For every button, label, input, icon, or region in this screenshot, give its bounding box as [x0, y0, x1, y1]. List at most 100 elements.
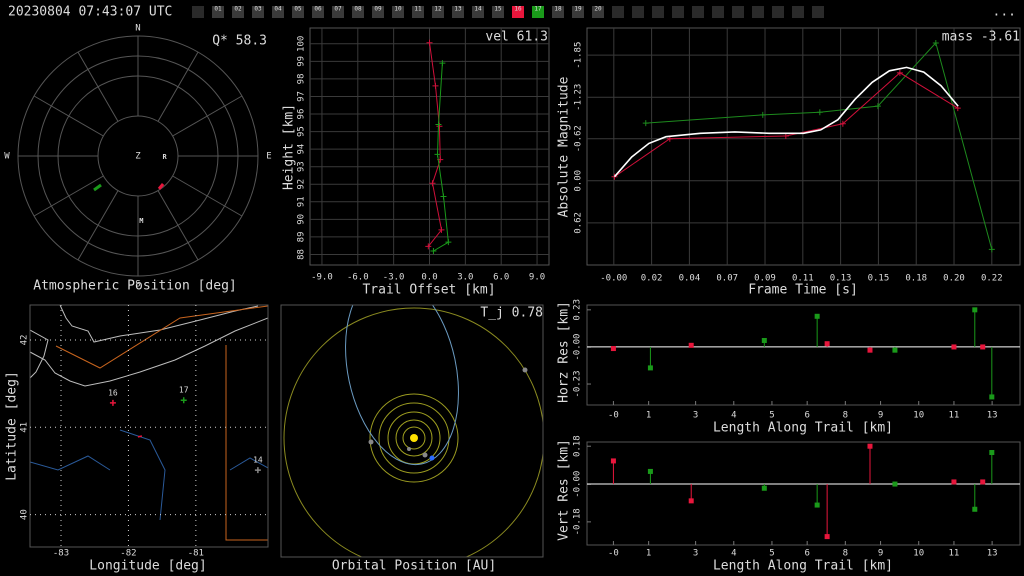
- x-tick-label: -81: [188, 549, 204, 559]
- station-box[interactable]: [452, 6, 464, 18]
- x-tick-label: 0.04: [679, 274, 701, 284]
- data-point: [434, 151, 441, 158]
- planet: [407, 447, 411, 451]
- map-layer: [30, 305, 268, 541]
- zenith-label: Z: [135, 152, 141, 162]
- y-axis-label: Latitude [deg]: [5, 371, 20, 481]
- residual-point: [867, 443, 873, 449]
- y-tick-label: 0.18: [573, 435, 583, 457]
- x-tick-label: -9.0: [311, 273, 333, 283]
- plot-frame: [586, 304, 1021, 406]
- station-box: [712, 6, 724, 18]
- residual-point: [688, 342, 694, 348]
- coastline: [30, 317, 268, 387]
- y-tick-label: -0.00: [573, 471, 583, 498]
- station-label: 15: [494, 6, 502, 13]
- data-point: [874, 103, 881, 110]
- data-point: [435, 121, 442, 128]
- data-point: [932, 39, 939, 46]
- orbit-ring: [402, 426, 426, 450]
- border: [225, 345, 268, 541]
- residual-point: [951, 344, 957, 350]
- station-label: 16: [514, 6, 522, 13]
- residual-point: [824, 341, 830, 347]
- station-box: [192, 6, 204, 18]
- station-label: 01: [214, 6, 222, 13]
- station-box[interactable]: [232, 6, 244, 18]
- x-tick-label: 0.0: [421, 273, 437, 283]
- x-tick-label: 13: [987, 411, 998, 421]
- series-line: [433, 63, 449, 252]
- station-box[interactable]: [292, 6, 304, 18]
- y-tick-label: 98: [297, 73, 307, 84]
- station-box[interactable]: [512, 6, 524, 18]
- station-label: 09: [374, 6, 382, 13]
- station-label: 05: [294, 6, 302, 13]
- station-label: 08: [354, 6, 362, 13]
- x-tick-label: 0.02: [641, 274, 663, 284]
- x-tick-label: 3: [693, 411, 698, 421]
- y-tick-label: 96: [297, 109, 307, 120]
- station-box: [612, 6, 624, 18]
- series-line: [645, 41, 993, 250]
- coastline: [59, 305, 259, 343]
- data-point: [988, 246, 995, 253]
- station-box[interactable]: [412, 6, 424, 18]
- station-box[interactable]: [312, 6, 324, 18]
- y-tick-label: -0.62: [574, 125, 584, 152]
- x-tick-label: 0.13: [830, 274, 852, 284]
- station-box: [632, 6, 644, 18]
- x-tick-label: 0.07: [716, 274, 738, 284]
- meteoroid-orbit: [345, 305, 459, 466]
- x-tick-label: 9: [878, 411, 883, 421]
- station-box[interactable]: [592, 6, 604, 18]
- residual-point: [824, 534, 830, 540]
- trail-segment: [157, 183, 165, 190]
- station-box[interactable]: [372, 6, 384, 18]
- x-tick-label: 3.0: [457, 273, 473, 283]
- station-box[interactable]: [532, 6, 544, 18]
- station-box[interactable]: [212, 6, 224, 18]
- compass-label: W: [4, 152, 10, 162]
- station-box[interactable]: [252, 6, 264, 18]
- station-box[interactable]: [472, 6, 484, 18]
- x-axis-label: Atmospheric Position [deg]: [33, 279, 237, 294]
- polar-spoke: [77, 51, 119, 122]
- y-tick-label: 91: [297, 196, 307, 207]
- compass-label: N: [135, 24, 140, 34]
- x-tick-label: 4: [731, 411, 736, 421]
- timestamp: 20230804 07:43:07 UTC: [8, 5, 172, 20]
- residual-point: [761, 337, 767, 343]
- x-axis-label: Orbital Position [AU]: [332, 559, 496, 574]
- x-tick-label: -6.0: [347, 273, 369, 283]
- x-tick-label: 10: [913, 549, 924, 559]
- station-box[interactable]: [392, 6, 404, 18]
- plot-frame: [29, 304, 269, 548]
- residual-point: [867, 347, 873, 353]
- station-box[interactable]: [272, 6, 284, 18]
- y-tick-label: 92: [297, 179, 307, 190]
- station-box[interactable]: [552, 6, 564, 18]
- menu-button[interactable]: ...: [993, 5, 1016, 20]
- station-box[interactable]: [492, 6, 504, 18]
- station-box: [652, 6, 664, 18]
- y-tick-label: 90: [297, 214, 307, 225]
- y-axis-label: Horz Res [km]: [557, 301, 572, 403]
- station-box[interactable]: [572, 6, 584, 18]
- station-label: 02: [234, 6, 242, 13]
- residual-point: [892, 481, 898, 487]
- station-box[interactable]: [432, 6, 444, 18]
- x-tick-label: 10: [913, 411, 924, 421]
- station-box[interactable]: [332, 6, 344, 18]
- station-marker: [254, 467, 261, 474]
- orbit-ring: [378, 402, 450, 474]
- y-tick-label: 0.23: [573, 299, 583, 321]
- x-tick-label: -0: [608, 411, 619, 421]
- y-tick-label: -0.23: [573, 370, 583, 397]
- y-tick-label: 89: [297, 231, 307, 242]
- station-box[interactable]: [352, 6, 364, 18]
- residual-point: [647, 468, 653, 474]
- station-box: [732, 6, 744, 18]
- x-tick-label: 0.22: [981, 274, 1003, 284]
- x-tick-label: -0: [608, 549, 619, 559]
